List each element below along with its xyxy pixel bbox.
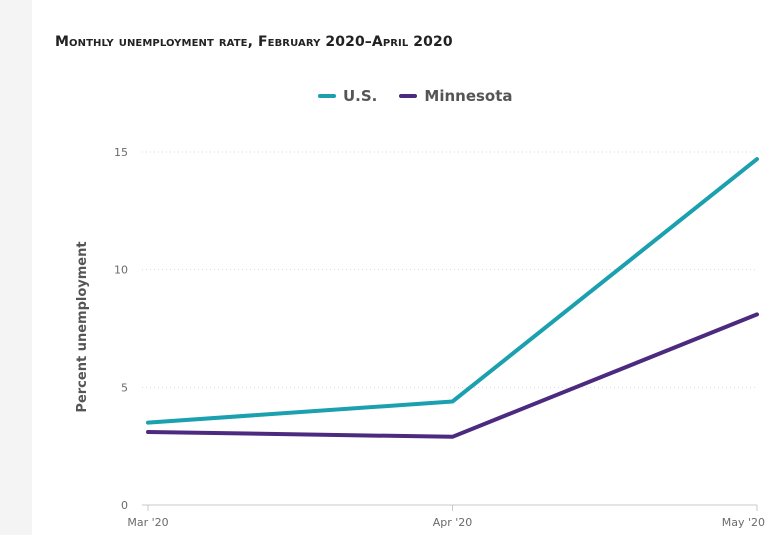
chart-panel — [32, 0, 769, 535]
x-tick-label: Apr '20 — [433, 516, 473, 529]
legend-item-us[interactable]: U.S. — [318, 87, 377, 105]
y-tick-label: 10 — [114, 264, 128, 277]
series — [143, 154, 762, 442]
x-tick-label: Mar '20 — [127, 516, 168, 529]
data-point[interactable] — [143, 418, 153, 428]
x-tick-label: May '20 — [722, 516, 765, 529]
y-tick-label: 15 — [114, 146, 128, 159]
gridlines — [142, 151, 757, 388]
data-point[interactable] — [752, 309, 762, 319]
y-axis-title: Percent unemployment — [75, 241, 90, 412]
data-point[interactable] — [752, 154, 762, 164]
legend-item-minnesota[interactable]: Minnesota — [399, 87, 513, 105]
legend-swatch-minnesota — [399, 94, 418, 98]
chart-title: Monthly unemployment rate, February 2020… — [55, 34, 453, 50]
series-line-u-s[interactable] — [146, 157, 759, 425]
x-axis — [142, 504, 758, 511]
data-point[interactable] — [448, 396, 458, 406]
y-tick-label: 0 — [121, 499, 128, 512]
legend-label-minnesota: Minnesota — [424, 87, 513, 105]
data-point[interactable] — [143, 427, 153, 437]
series-line-minnesota[interactable] — [146, 312, 759, 439]
legend-label-us: U.S. — [343, 87, 378, 105]
legend-swatch-us — [318, 94, 336, 98]
data-point[interactable] — [448, 432, 458, 442]
y-tick-label: 5 — [121, 381, 128, 394]
legend: U.S. Minnesota — [318, 87, 535, 105]
y-axis: 0 5 10 15 — [114, 146, 128, 512]
x-axis-labels: Mar '20 Apr '20 May '20 — [127, 516, 765, 529]
